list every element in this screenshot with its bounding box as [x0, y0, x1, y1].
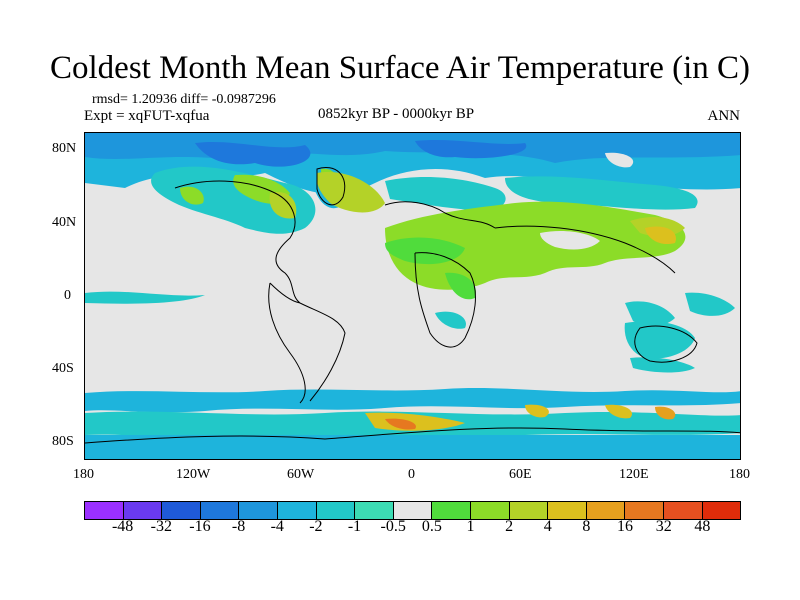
lat-tick-40n: 40N	[52, 215, 77, 230]
colorbar-label: 0.5	[421, 518, 442, 535]
colorbar-label: 2	[505, 518, 514, 535]
colorbar-swatch	[586, 502, 626, 519]
lon-tick-180w: 180	[73, 467, 94, 482]
map-title: Coldest Month Mean Surface Air Temperatu…	[50, 50, 750, 86]
season-label: ANN	[707, 108, 741, 124]
map-field	[85, 133, 740, 459]
colorbar-label: -32	[150, 518, 172, 535]
colorbar-swatch	[702, 502, 741, 519]
colorbar-label: 8	[582, 518, 591, 535]
colorbar	[84, 501, 741, 520]
lon-tick-180e: 180	[729, 467, 750, 482]
colorbar-swatch	[162, 502, 201, 519]
map-plot-area	[84, 132, 741, 460]
colorbar-swatch	[625, 502, 664, 519]
colorbar-swatch	[85, 502, 124, 519]
colorbar-label: -0.5	[380, 518, 406, 535]
colorbar-swatch	[393, 502, 433, 519]
colorbar-swatch	[277, 502, 317, 519]
colorbar-swatch	[548, 502, 587, 519]
colorbar-swatch	[432, 502, 471, 519]
colorbar-swatch	[509, 502, 549, 519]
colorbar-label: -1	[347, 518, 362, 535]
colorbar-label: -16	[189, 518, 211, 535]
lon-tick-120w: 120W	[176, 467, 211, 482]
colorbar-swatch	[239, 502, 278, 519]
colorbar-label: -2	[309, 518, 323, 535]
experiment-label: Expt = xqFUT-xqfua	[84, 108, 210, 124]
colorbar-label: 4	[543, 518, 552, 535]
colorbar-swatch	[123, 502, 163, 519]
colorbar-swatch	[355, 502, 394, 519]
lat-tick-80s: 80S	[52, 434, 74, 449]
lon-tick-120e: 120E	[619, 467, 649, 482]
colorbar-swatch	[200, 502, 240, 519]
colorbar-label: -4	[270, 518, 284, 535]
lon-tick-0: 0	[408, 467, 415, 482]
period-label: 0852kyr BP - 0000kyr BP	[318, 106, 475, 122]
colorbar-swatch	[663, 502, 703, 519]
colorbar-label: 16	[617, 518, 634, 535]
colorbar-swatch	[470, 502, 510, 519]
lat-tick-80n: 80N	[52, 141, 77, 156]
lon-tick-60w: 60W	[287, 467, 315, 482]
colorbar-label: -8	[231, 518, 246, 535]
lat-tick-40s: 40S	[52, 361, 74, 376]
stats-label: rmsd= 1.20936 diff= -0.0987296	[92, 92, 276, 107]
lon-tick-60e: 60E	[509, 467, 532, 482]
colorbar-label: 48	[694, 518, 711, 535]
colorbar-label: -48	[111, 518, 134, 535]
colorbar-label: 1	[466, 518, 475, 535]
colorbar-swatch	[316, 502, 356, 519]
colorbar-label: 32	[655, 518, 672, 535]
lat-tick-0: 0	[64, 288, 71, 303]
